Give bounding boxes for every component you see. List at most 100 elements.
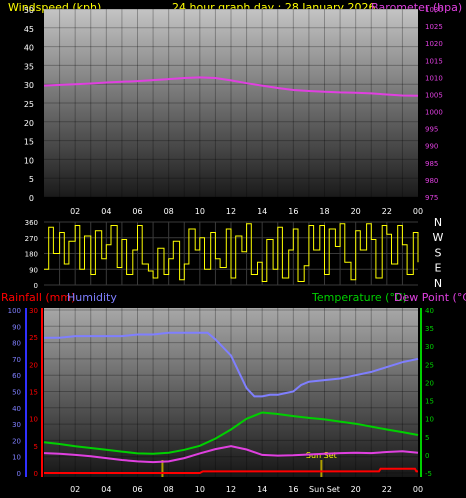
temperature-tick-label: 35	[425, 325, 434, 333]
windspeed-tick-label: 35	[24, 62, 34, 71]
temp-panel-ticks: 0102030405060708090100051015202530-50510…	[8, 307, 434, 494]
hour-tick-label: 04	[101, 207, 111, 216]
hour-tick-label: 22	[382, 207, 392, 216]
temperature-tick-label: 15	[425, 398, 434, 406]
wind-panel-background	[44, 9, 418, 197]
barometer-tick-label: 1000	[425, 109, 443, 117]
windspeed-tick-label: 50	[24, 6, 34, 15]
direction-tick-label: 180	[25, 251, 38, 259]
humidity-tick-label: 90	[12, 323, 21, 331]
humidity-tick-label: 50	[12, 389, 21, 397]
temperature-tick-label: -5	[425, 470, 432, 478]
temperature-tick-label: 20	[425, 379, 434, 387]
hour-tick-label: 06	[132, 207, 142, 216]
sunset-annotation: Sun Set	[306, 451, 337, 460]
hour-tick-label: 08	[164, 207, 174, 216]
rainfall-tick-label: 30	[29, 307, 38, 315]
temperature-line	[43, 411, 419, 455]
temp-panel-grid	[44, 308, 418, 477]
humidity-line	[44, 331, 419, 398]
humidity-tick-label: 70	[12, 356, 21, 364]
temperature-tick-label: 30	[425, 343, 434, 351]
temperature-axis-label: Temperature (°C)	[311, 291, 407, 304]
humidity-axis-label: Humidity	[67, 291, 117, 304]
temp-panel-series: Sun Set	[43, 331, 419, 477]
temperature-tick-label: 5	[425, 434, 429, 442]
hour-tick-label: 20	[351, 485, 361, 494]
humidity-tick-label: 80	[12, 340, 21, 348]
hour-tick-label: 14	[257, 485, 267, 494]
temperature-tick-label: 40	[425, 307, 434, 315]
humidity-tick-label: 40	[12, 405, 21, 413]
barometer-line	[43, 76, 419, 97]
barometer-tick-label: 1030	[425, 6, 443, 14]
hour-tick-label: 22	[382, 485, 392, 494]
direction-tick-label: 360	[25, 219, 38, 227]
direction-tick-label: 0	[34, 282, 38, 290]
barometer-tick-label: 990	[425, 143, 438, 151]
temperature-tick-label: 10	[425, 416, 434, 424]
barometer-tick-label: 995	[425, 126, 438, 134]
barometer-tick-label: 1015	[425, 57, 443, 65]
hour-tick-label: 00	[413, 485, 423, 494]
hour-tick-label: 08	[164, 485, 174, 494]
hour-tick-label: 10	[195, 207, 205, 216]
compass-label: N	[434, 216, 442, 229]
dewpoint-axis-label: Dew Point (°C)	[394, 291, 466, 304]
wind-panel-ticks: 0510152025303540455097598098599099510001…	[24, 6, 443, 216]
rainfall-tick-label: 10	[29, 416, 38, 424]
hour-tick-label: 12	[226, 485, 236, 494]
humidity-tick-label: 0	[17, 470, 21, 478]
windspeed-tick-label: 15	[24, 138, 34, 147]
hour-tick-label: 02	[70, 207, 80, 216]
hour-tick-label: 02	[70, 485, 80, 494]
direction-tick-label: 90	[29, 266, 38, 274]
temperature-tick-label: 0	[425, 452, 429, 460]
barometer-tick-label: 985	[425, 160, 438, 168]
wind-panel-grid	[44, 8, 418, 198]
windspeed-tick-label: 45	[24, 25, 34, 34]
compass-label: S	[435, 246, 442, 259]
windspeed-tick-label: 30	[24, 81, 34, 90]
hour-tick-label: 06	[132, 485, 142, 494]
windspeed-tick-label: 10	[24, 156, 34, 165]
windspeed-tick-label: 25	[24, 100, 34, 109]
barometer-tick-label: 1020	[425, 40, 443, 48]
compass-label: W	[433, 231, 444, 244]
rainfall-tick-label: 20	[29, 361, 38, 369]
hour-tick-label: 20	[351, 207, 361, 216]
hour-tick-label: 00	[413, 207, 423, 216]
windspeed-tick-label: 0	[29, 194, 34, 203]
direction-tick-label: 270	[25, 235, 38, 243]
hour-tick-label: 04	[101, 485, 111, 494]
direction-panel-series	[44, 223, 419, 282]
barometer-tick-label: 1005	[425, 91, 443, 99]
hour-tick-label: 10	[195, 485, 205, 494]
hour-tick-label: 16	[288, 207, 298, 216]
windspeed-tick-label: 20	[24, 119, 34, 128]
hour-tick-label: 12	[226, 207, 236, 216]
rainfall-line	[44, 467, 418, 474]
hour-tick-label: 18	[319, 207, 329, 216]
windspeed-tick-label: 5	[29, 175, 34, 184]
dew-point-line	[43, 445, 419, 464]
barometer-tick-label: 1010	[425, 74, 443, 82]
hour-tick-label: 14	[257, 207, 267, 216]
rainfall-tick-label: 25	[29, 334, 38, 342]
rainfall-axis-label: Rainfall (mm)	[1, 291, 75, 304]
temperature-tick-label: 25	[425, 361, 434, 369]
windspeed-tick-label: 40	[24, 44, 34, 53]
humidity-tick-label: 30	[12, 421, 21, 429]
rainfall-tick-label: 15	[29, 389, 38, 397]
humidity-tick-label: 60	[12, 372, 21, 380]
barometer-tick-label: 980	[425, 177, 438, 185]
hour-tick-label: Sun Set	[309, 485, 340, 494]
humidity-tick-label: 20	[12, 437, 21, 445]
barometer-tick-label: 975	[425, 194, 438, 202]
hour-tick-label: 16	[288, 485, 298, 494]
barometer-tick-label: 1025	[425, 23, 443, 31]
compass-label: E	[435, 262, 442, 275]
rainfall-tick-label: 0	[34, 470, 38, 478]
